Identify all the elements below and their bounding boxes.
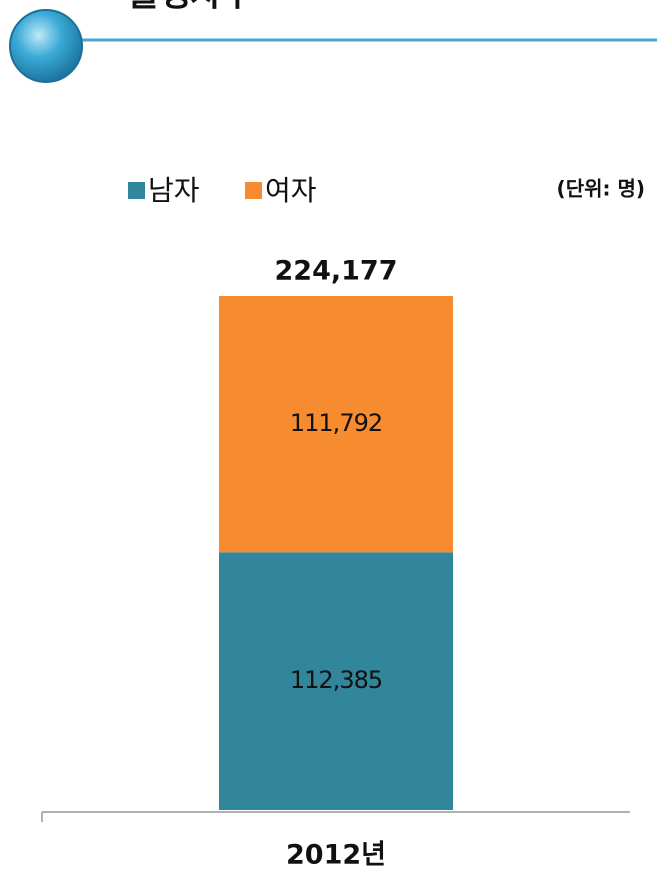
header-ornament [9, 9, 83, 83]
data-label: 111,792 [290, 409, 382, 437]
bar-segment [219, 296, 453, 553]
legend-label: 남자 [148, 174, 200, 207]
chart-title: 출생자수 [128, 0, 253, 15]
legend-label: 여자 [265, 174, 317, 207]
legend-swatch [128, 182, 145, 199]
total-label: 224,177 [275, 256, 398, 287]
legend-swatch [245, 182, 262, 199]
x-tick-label: 2012년 [286, 840, 386, 871]
unit-note: (단위: 명) [557, 177, 645, 201]
data-label: 112,385 [290, 666, 382, 694]
bar-segment [219, 552, 453, 810]
